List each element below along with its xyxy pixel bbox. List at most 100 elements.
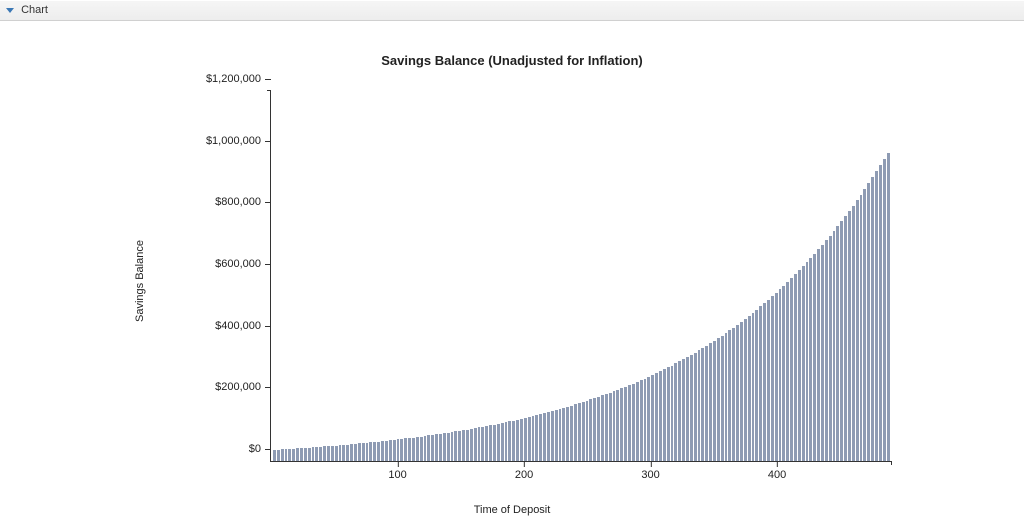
bar xyxy=(296,448,299,461)
bar xyxy=(651,375,654,461)
bar xyxy=(674,363,677,461)
bar xyxy=(721,336,724,461)
bar xyxy=(369,442,372,461)
panel-header[interactable]: Chart xyxy=(0,0,1024,21)
bar xyxy=(508,421,511,461)
bar xyxy=(686,357,689,461)
bar xyxy=(829,236,832,461)
bar xyxy=(879,165,882,461)
bar xyxy=(315,447,318,461)
bar xyxy=(748,316,751,461)
bar xyxy=(412,438,415,462)
y-tick-label: $1,200,000 xyxy=(171,73,271,85)
bar xyxy=(798,270,801,461)
bar xyxy=(593,398,596,461)
bar xyxy=(319,447,322,461)
bar xyxy=(682,359,685,461)
y-tick-label: $600,000 xyxy=(171,258,271,270)
bar xyxy=(694,353,697,461)
bar xyxy=(589,399,592,461)
bar xyxy=(836,226,839,461)
bar xyxy=(377,442,380,461)
bar xyxy=(624,387,627,461)
bar xyxy=(381,441,384,461)
bar xyxy=(350,444,353,461)
bar xyxy=(821,245,824,461)
bar xyxy=(875,171,878,461)
bar xyxy=(497,424,500,461)
bar xyxy=(786,282,789,461)
bar xyxy=(840,221,843,461)
bar xyxy=(485,426,488,461)
bar xyxy=(427,435,430,461)
bar xyxy=(566,407,569,461)
bar xyxy=(883,159,886,461)
bar xyxy=(512,421,515,461)
bar xyxy=(628,385,631,461)
bar xyxy=(431,435,434,461)
bar xyxy=(273,450,276,461)
bar xyxy=(667,367,670,461)
bar xyxy=(779,289,782,461)
bar xyxy=(478,427,481,461)
x-tick-label: 400 xyxy=(768,461,786,481)
bar xyxy=(636,382,639,461)
bar xyxy=(813,254,816,461)
bar xyxy=(400,439,403,461)
bar xyxy=(404,438,407,461)
bar xyxy=(740,322,743,461)
bar xyxy=(528,417,531,461)
bar xyxy=(505,422,508,461)
bar xyxy=(555,410,558,461)
bar xyxy=(574,404,577,461)
bar xyxy=(759,306,762,461)
bar xyxy=(782,286,785,461)
bar xyxy=(385,441,388,461)
bar xyxy=(647,377,650,461)
axis-cap-right xyxy=(891,461,892,465)
bar xyxy=(806,262,809,461)
disclosure-triangle-icon[interactable] xyxy=(6,8,14,13)
bar xyxy=(620,388,623,461)
bar xyxy=(848,211,851,461)
bar xyxy=(524,418,527,461)
panel-header-label: Chart xyxy=(21,4,48,16)
bar xyxy=(863,189,866,461)
bar xyxy=(516,420,519,461)
x-tick-label: 200 xyxy=(515,461,533,481)
bar xyxy=(775,293,778,461)
bar xyxy=(794,274,797,461)
bar xyxy=(539,414,542,461)
bar xyxy=(443,433,446,461)
bar xyxy=(717,338,720,461)
y-tick-label: $0 xyxy=(171,443,271,455)
bar xyxy=(501,423,504,461)
bar xyxy=(616,390,619,461)
chart-area: Savings Balance (Unadjusted for Inflatio… xyxy=(0,21,1024,527)
y-tick-label: $200,000 xyxy=(171,381,271,393)
bar xyxy=(408,438,411,461)
bar xyxy=(559,409,562,461)
bar xyxy=(342,445,345,461)
bar xyxy=(644,379,647,461)
bar xyxy=(493,425,496,461)
bar xyxy=(887,153,890,461)
bar xyxy=(663,369,666,461)
bar xyxy=(713,341,716,461)
bar xyxy=(582,402,585,461)
bar xyxy=(690,355,693,461)
y-tick-label: $1,000,000 xyxy=(171,135,271,147)
bar xyxy=(362,443,365,461)
bar xyxy=(613,391,616,461)
bar xyxy=(292,449,295,461)
bar xyxy=(867,183,870,461)
bars-container xyxy=(271,91,891,461)
bar xyxy=(424,436,427,461)
bar xyxy=(366,443,369,461)
bar xyxy=(458,431,461,461)
bar xyxy=(736,325,739,461)
bar xyxy=(300,448,303,461)
bar xyxy=(767,300,770,461)
chart-title: Savings Balance (Unadjusted for Inflatio… xyxy=(0,53,1024,68)
bar xyxy=(520,419,523,461)
